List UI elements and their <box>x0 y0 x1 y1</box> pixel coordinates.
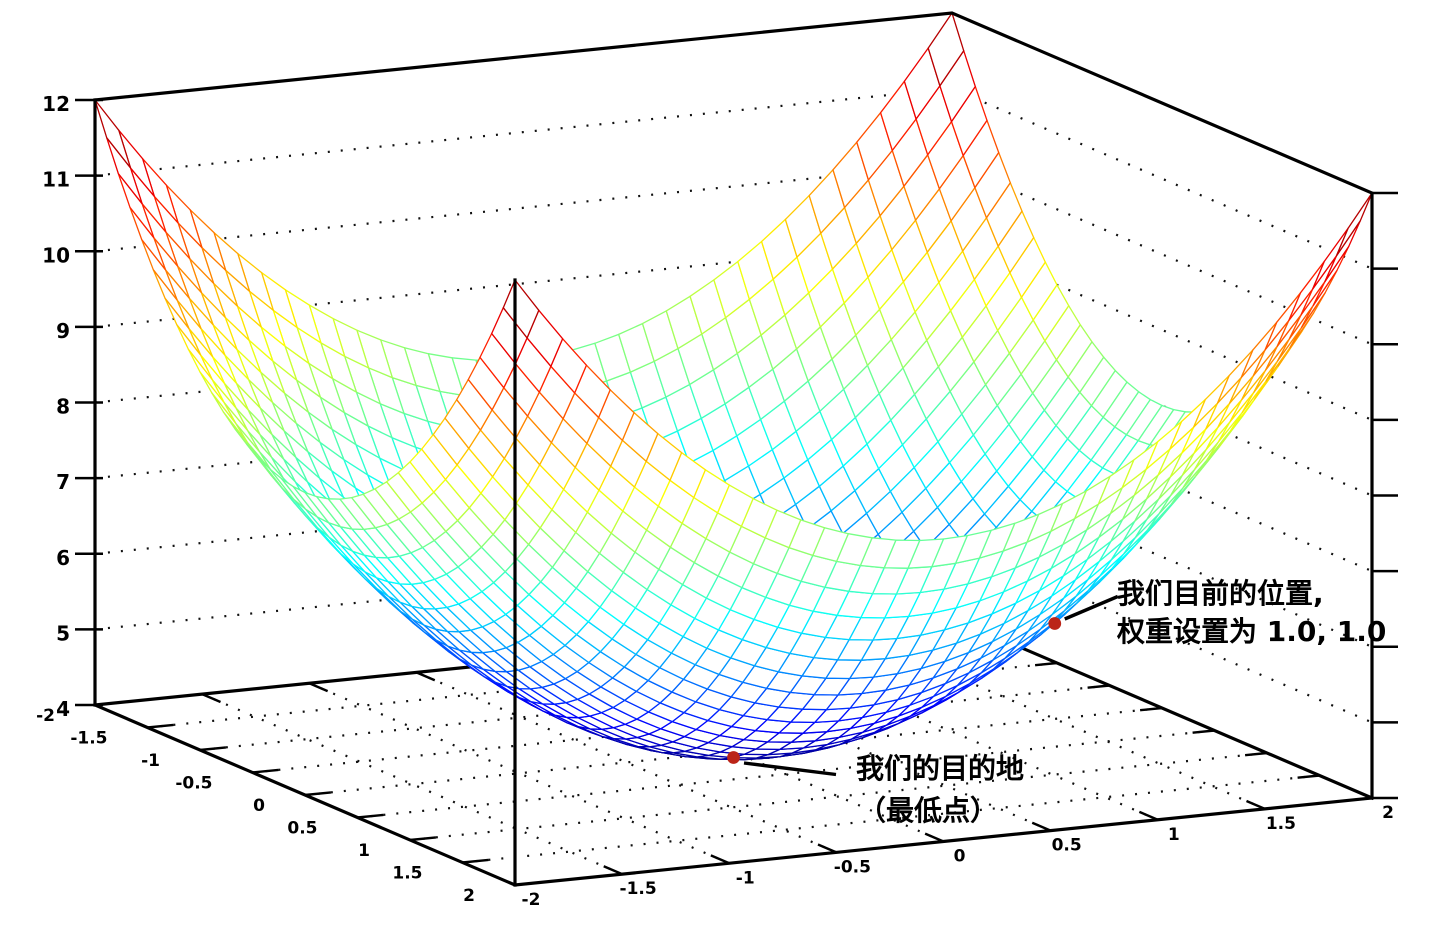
y-axis-tick-label: -1 <box>736 868 755 888</box>
current-position-marker-dot <box>1048 617 1062 630</box>
x-axis-tick-label: -0.5 <box>175 774 212 794</box>
x-axis-tick-label: 1 <box>358 841 370 861</box>
annotation-destination-line2: （最低点） <box>858 794 998 827</box>
leader-lines <box>743 594 1119 777</box>
destination-marker-dot <box>727 751 740 764</box>
x-axis-tick-label: 0.5 <box>287 819 317 839</box>
annotation-current-position: 我们目前的位置, 权重设置为 1.0, 1.0 <box>1116 577 1386 648</box>
z-axis-labels: 4 5 6 7 8 9 10 11 12 <box>42 92 70 721</box>
y-axis-tick-label: 1.5 <box>1266 814 1296 834</box>
axis-ticks <box>75 98 1398 887</box>
y-axis-tick-label: -1.5 <box>620 879 657 899</box>
z-axis-tick-label: 11 <box>42 168 70 192</box>
y-axis-tick-label: 0.5 <box>1052 836 1082 856</box>
annotation-current-line2: 权重设置为 1.0, 1.0 <box>1116 615 1386 648</box>
z-axis-tick-label: 10 <box>42 243 70 267</box>
y-axis-tick-label: 0 <box>954 847 966 867</box>
surface-mesh <box>94 12 1373 761</box>
z-axis-tick-label: 8 <box>56 395 70 419</box>
x-axis-tick-label: 1.5 <box>392 864 422 884</box>
annotation-destination: 我们的目的地 （最低点） <box>856 752 1024 827</box>
y-axis-labels: -2 -1.5 -1 -0.5 0 0.5 1 1.5 2 <box>522 803 1394 910</box>
current-position-leader-line <box>1064 594 1119 621</box>
annotation-current-line1: 我们目前的位置, <box>1117 577 1324 610</box>
destination-leader-line <box>743 761 837 777</box>
x-axis-tick-label: -1 <box>141 751 160 771</box>
y-axis-tick-label: 1 <box>1168 825 1180 845</box>
x-axis-tick-label: 2 <box>463 886 475 906</box>
x-axis-labels: -2 -1.5 -1 -0.5 0 0.5 1 1.5 2 <box>36 706 475 906</box>
x-axis-tick-label: 0 <box>253 796 265 816</box>
y-axis-tick-label: 2 <box>1382 803 1394 823</box>
z-axis-tick-label: 7 <box>56 470 70 494</box>
marker-dots <box>727 617 1062 764</box>
z-axis-tick-label: 5 <box>56 621 70 645</box>
z-axis-tick-label: 12 <box>42 92 70 116</box>
annotation-destination-line1: 我们的目的地 <box>856 752 1024 785</box>
z-axis-tick-label: 4 <box>56 697 70 721</box>
x-axis-tick-label: -2 <box>36 706 55 726</box>
z-axis-tick-label: 6 <box>56 546 70 570</box>
y-axis-tick-label: -2 <box>522 890 541 910</box>
y-axis-tick-label: -0.5 <box>834 857 871 877</box>
z-axis-tick-label: 9 <box>56 319 70 343</box>
x-axis-tick-label: -1.5 <box>70 729 107 749</box>
